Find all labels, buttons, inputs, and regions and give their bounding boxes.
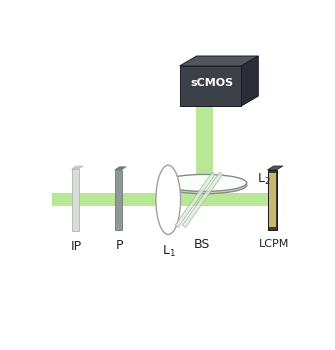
Polygon shape: [181, 195, 263, 205]
Text: L$_1$: L$_1$: [162, 244, 176, 259]
Polygon shape: [115, 170, 122, 230]
Polygon shape: [180, 99, 253, 106]
Text: IP: IP: [70, 240, 81, 253]
Polygon shape: [268, 166, 283, 170]
Bar: [180, 66, 242, 106]
Text: P: P: [115, 239, 123, 252]
Polygon shape: [72, 166, 83, 169]
Bar: [52, 193, 268, 206]
Polygon shape: [115, 167, 126, 170]
Polygon shape: [268, 170, 277, 230]
Polygon shape: [180, 56, 258, 66]
Polygon shape: [269, 173, 276, 227]
Polygon shape: [72, 169, 78, 231]
Ellipse shape: [162, 177, 247, 194]
Text: sCMOS: sCMOS: [191, 78, 234, 88]
Polygon shape: [175, 172, 215, 228]
Text: BS: BS: [194, 238, 210, 251]
Text: L$_2$: L$_2$: [257, 172, 270, 187]
Polygon shape: [183, 172, 223, 228]
Ellipse shape: [156, 165, 181, 234]
Ellipse shape: [162, 174, 247, 191]
Bar: [196, 107, 213, 204]
Text: LCPM: LCPM: [259, 239, 290, 249]
Polygon shape: [242, 56, 258, 106]
Polygon shape: [152, 193, 181, 206]
